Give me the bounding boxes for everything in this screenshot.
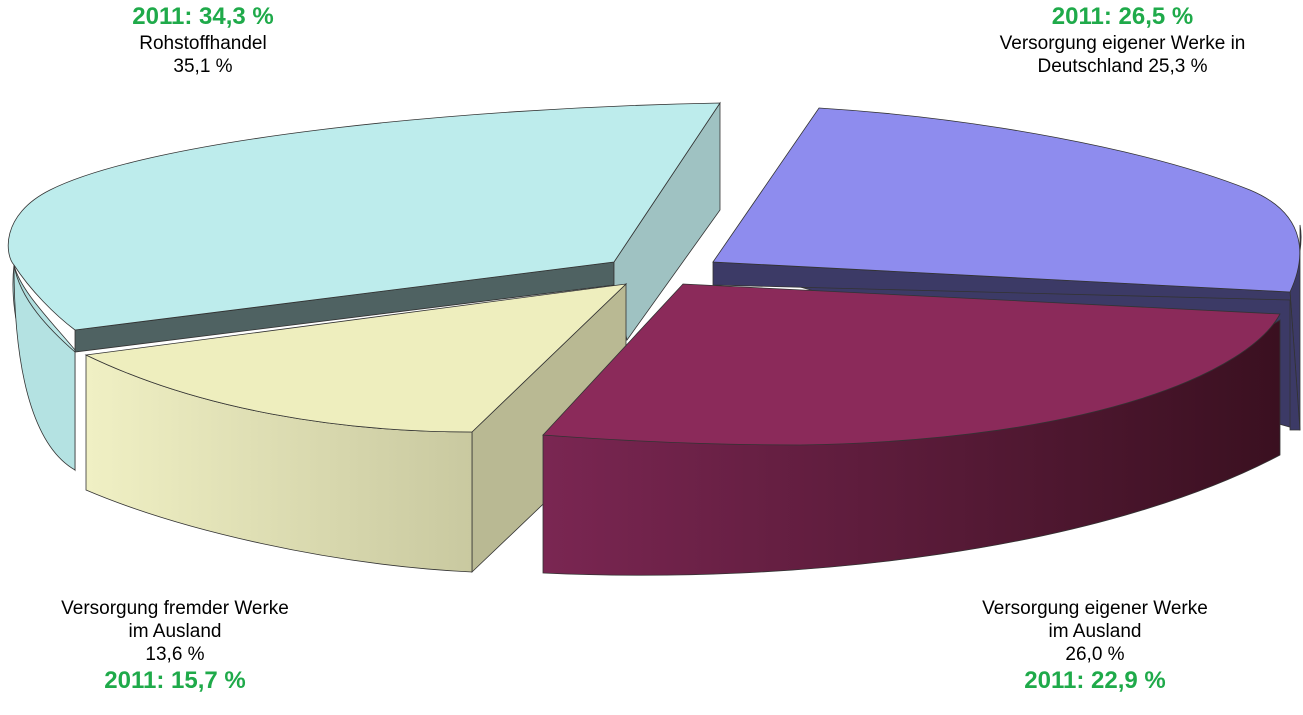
label-versorgung-deutschland-line2: Deutschland 25,3 % bbox=[1037, 56, 1208, 77]
slice-versorgung-fremder-werke bbox=[84, 283, 628, 573]
label-versorgung-fremder-werke: Versorgung fremder Werke im Ausland 13,6… bbox=[20, 597, 330, 696]
label-versorgung-deutschland: 2011: 26,5 % Versorgung eigener Werke in… bbox=[945, 2, 1300, 78]
label-versorgung-deutschland-line1: Versorgung eigener Werke in bbox=[999, 33, 1246, 54]
label-versorgung-fremder-werke-value: 13,6 % bbox=[145, 644, 205, 665]
label-versorgung-fremder-werke-line1: Versorgung fremder Werke bbox=[61, 598, 289, 619]
label-versorgung-ausland-line1: Versorgung eigener Werke bbox=[982, 598, 1208, 619]
label-rohstoffhandel-2011: 2011: 34,3 % bbox=[132, 3, 274, 30]
label-versorgung-ausland-line2: im Ausland bbox=[1048, 621, 1142, 642]
slice-versorgung-deutschland-top bbox=[712, 107, 1301, 293]
slice-versorgung-fremder-werke-top bbox=[84, 283, 628, 433]
slice-rohstoffhandel-front bbox=[13, 264, 76, 471]
label-rohstoffhandel: 2011: 34,3 % Rohstoffhandel 35,1 % bbox=[60, 2, 346, 78]
slice-rohstoffhandel-top bbox=[7, 102, 721, 331]
label-versorgung-ausland: Versorgung eigener Werke im Ausland 26,0… bbox=[930, 597, 1260, 696]
label-versorgung-ausland-value: 26,0 % bbox=[1065, 644, 1125, 665]
label-versorgung-fremder-werke-line2: im Ausland bbox=[128, 621, 222, 642]
label-versorgung-ausland-2011: 2011: 22,9 % bbox=[1024, 667, 1166, 694]
label-versorgung-deutschland-2011: 2011: 26,5 % bbox=[1051, 3, 1194, 30]
label-rohstoffhandel-name: Rohstoffhandel bbox=[139, 33, 267, 54]
slice-versorgung-ausland-top bbox=[542, 283, 1281, 446]
slice-rohstoffhandel bbox=[7, 101, 721, 472]
slice-versorgung-ausland bbox=[542, 283, 1281, 576]
label-rohstoffhandel-value: 35,1 % bbox=[173, 56, 233, 77]
label-versorgung-fremder-werke-2011: 2011: 15,7 % bbox=[104, 667, 246, 694]
